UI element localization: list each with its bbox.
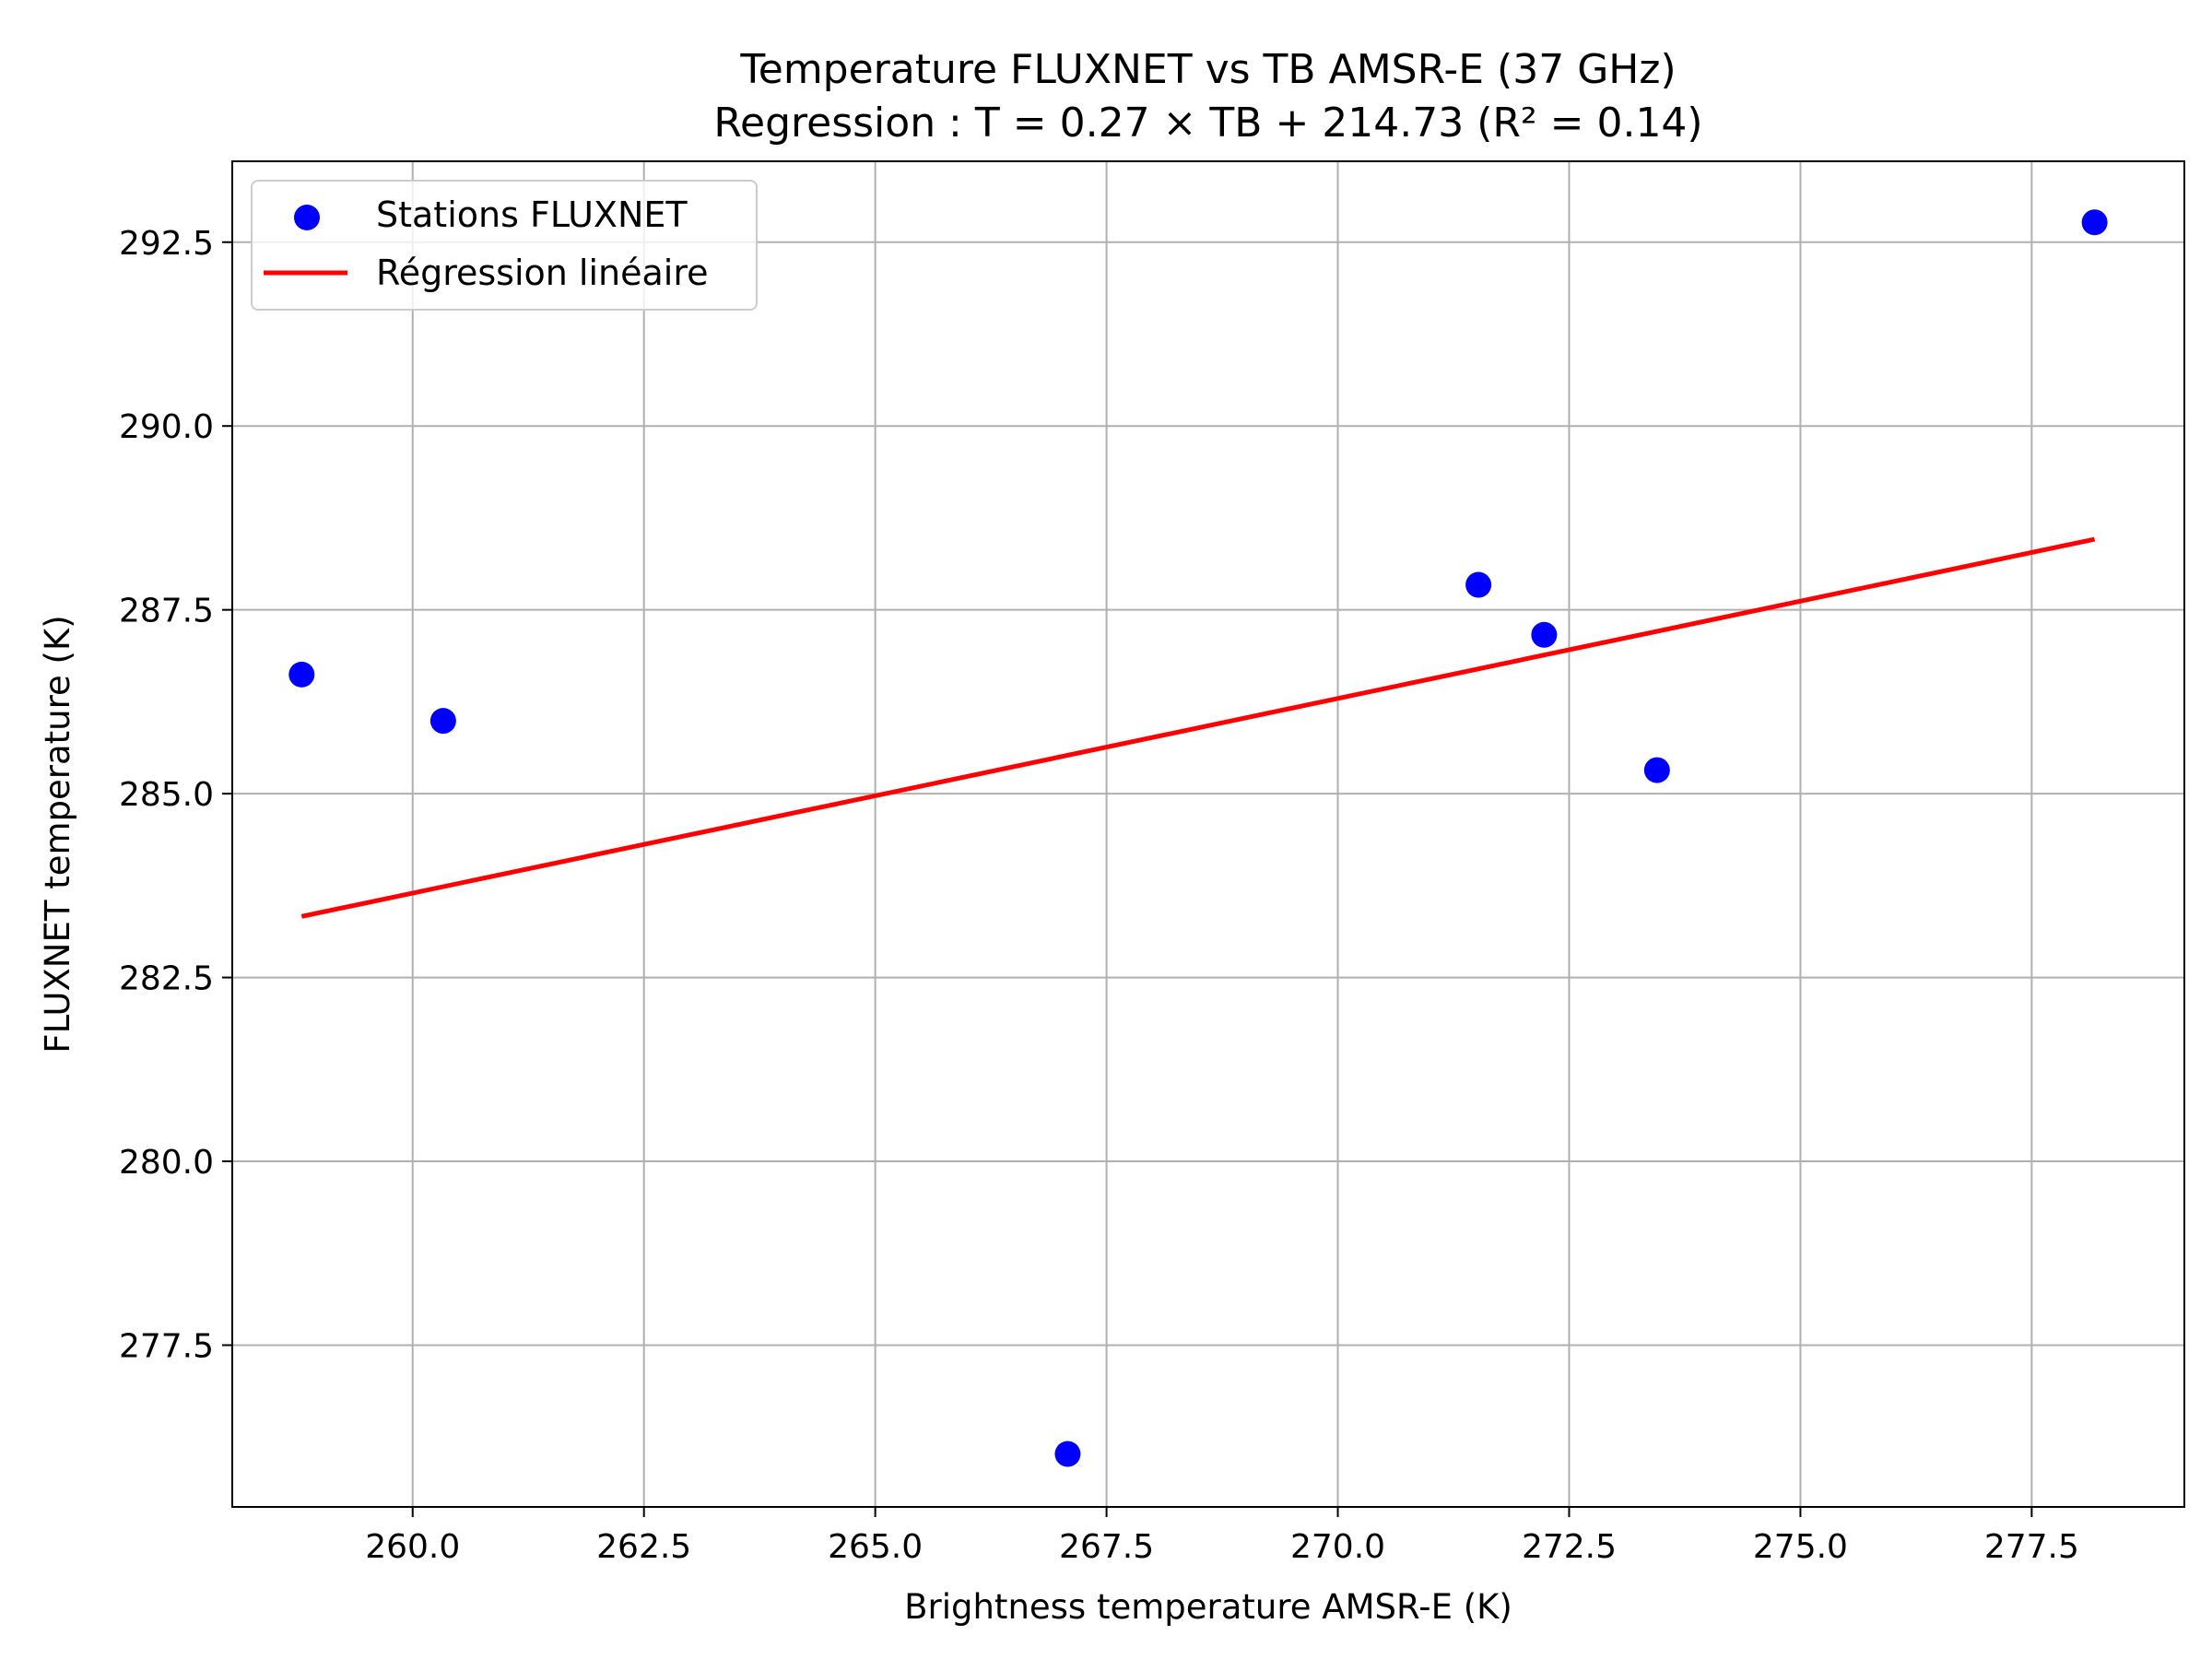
x-tick-label: 260.0 [365, 1528, 460, 1566]
scatter-point [429, 708, 456, 735]
x-tick-label: 272.5 [1522, 1528, 1617, 1566]
scatter-point [1531, 621, 1558, 648]
x-tick-label: 275.0 [1753, 1528, 1848, 1566]
scatter-point [1643, 757, 1670, 783]
y-axis-label: FLUXNET temperature (K) [38, 615, 77, 1053]
scatter-point [288, 661, 315, 688]
y-tick-label: 285.0 [119, 776, 214, 814]
x-tick-label: 277.5 [1984, 1528, 2079, 1566]
plot-frame [231, 160, 2185, 1508]
x-axis-label: Brightness temperature AMSR-E (K) [904, 1587, 1512, 1627]
x-tick-label: 267.5 [1059, 1528, 1154, 1566]
regression-series [300, 536, 2096, 919]
x-axis-ticks: 260.0 262.5 265.0 267.5 270.0 272.5 275.0 277.5 [365, 1507, 2079, 1566]
chart-title-line-2: Regression : T = 0.27 × TB + 214.73 (R² … [713, 100, 1702, 147]
scatter-point [1054, 1441, 1081, 1467]
x-tick-label: 262.5 [596, 1528, 691, 1566]
plot-area [232, 161, 2184, 1507]
x-tick-label: 265.0 [828, 1528, 923, 1566]
legend: Stations FLUXNET Régression linéaire [251, 180, 758, 311]
y-tick-label: 282.5 [119, 960, 214, 998]
regression-line [300, 536, 2096, 919]
legend-label-regression: Régression linéaire [376, 253, 709, 293]
legend-box [251, 180, 758, 311]
scatter-point [1465, 571, 1492, 598]
y-tick-label: 280.0 [119, 1144, 214, 1182]
y-axis-ticks: 277.5 280.0 282.5 285.0 287.5 290.0 292.5 [119, 225, 232, 1365]
y-tick-label: 290.0 [119, 408, 214, 446]
legend-scatter-marker [294, 205, 320, 230]
legend-label-stations: Stations FLUXNET [376, 194, 688, 235]
x-tick-label: 270.0 [1290, 1528, 1385, 1566]
y-tick-label: 287.5 [119, 593, 214, 630]
y-tick-label: 292.5 [119, 225, 214, 263]
chart-title-line-1: Temperature FLUXNET vs TB AMSR-E (37 GHz… [739, 46, 1676, 93]
scatter-series [288, 209, 2108, 1467]
grid-lines [232, 161, 2184, 1507]
scatter-point [2081, 209, 2108, 236]
y-tick-label: 277.5 [119, 1327, 214, 1365]
